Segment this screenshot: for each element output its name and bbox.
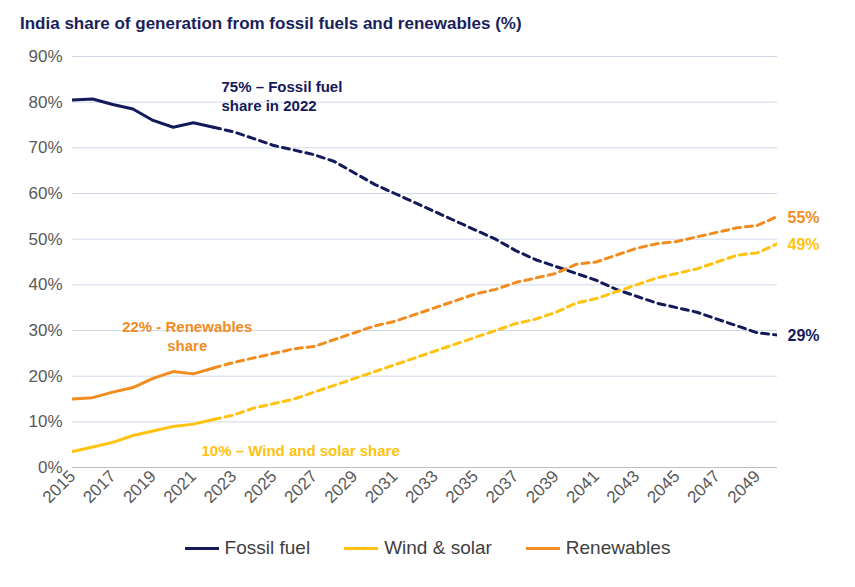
svg-text:2031: 2031 (361, 467, 401, 507)
svg-text:90%: 90% (28, 47, 62, 66)
svg-text:55%: 55% (788, 209, 820, 226)
svg-text:2023: 2023 (200, 467, 240, 507)
svg-text:2037: 2037 (482, 467, 522, 507)
svg-text:2015: 2015 (39, 467, 79, 507)
svg-text:40%: 40% (28, 275, 62, 294)
svg-text:49%: 49% (788, 236, 820, 253)
svg-text:2025: 2025 (240, 467, 280, 507)
svg-text:2049: 2049 (724, 467, 764, 507)
svg-text:10% – Wind and solar share: 10% – Wind and solar share (202, 442, 400, 459)
svg-text:2039: 2039 (522, 467, 562, 507)
svg-text:2043: 2043 (603, 467, 643, 507)
html-text:Renewables: Renewables (565, 537, 671, 558)
html-text:Fossil fuel: Fossil fuel (224, 537, 311, 558)
svg-text:2021: 2021 (160, 467, 200, 507)
svg-text:29%: 29% (788, 327, 820, 344)
svg-text:2035: 2035 (442, 467, 482, 507)
svg-text:50%: 50% (28, 230, 62, 249)
svg-text:80%: 80% (28, 93, 62, 112)
svg-text:2017: 2017 (79, 467, 119, 507)
svg-text:75% – Fossil fuelshare in 2022: 75% – Fossil fuelshare in 2022 (222, 78, 343, 114)
html-text:India share of generation from: India share of generation from fossil fu… (20, 14, 522, 33)
svg-text:2029: 2029 (321, 467, 361, 507)
svg-text:2019: 2019 (120, 467, 160, 507)
svg-text:10%: 10% (28, 412, 62, 431)
svg-text:22% - Renewablesshare: 22% - Renewablesshare (122, 318, 252, 354)
svg-text:60%: 60% (28, 184, 62, 203)
svg-text:20%: 20% (28, 367, 62, 386)
svg-text:2033: 2033 (402, 467, 442, 507)
html-text:Wind & solar: Wind & solar (384, 537, 492, 558)
svg-text:2045: 2045 (643, 467, 683, 507)
svg-text:70%: 70% (28, 138, 62, 157)
svg-text:30%: 30% (28, 321, 62, 340)
svg-text:2047: 2047 (684, 467, 724, 507)
svg-text:2041: 2041 (563, 467, 603, 507)
svg-text:2027: 2027 (281, 467, 321, 507)
svg-text:0%: 0% (37, 457, 63, 477)
